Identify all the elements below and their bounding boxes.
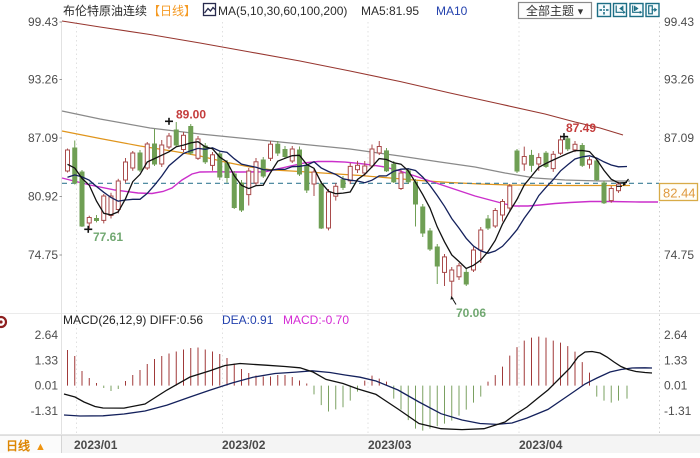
svg-text:99.43: 99.43 (28, 15, 58, 29)
svg-text:-1.31: -1.31 (664, 404, 692, 418)
svg-text:87.49: 87.49 (566, 121, 596, 135)
svg-text:1.33: 1.33 (664, 354, 688, 368)
svg-text:▲: ▲ (35, 441, 46, 453)
svg-text:MACD:-0.70: MACD:-0.70 (283, 313, 349, 327)
svg-text:MA(5,10,30,60,100,200): MA(5,10,30,60,100,200) (218, 4, 347, 18)
svg-text:93.26: 93.26 (664, 73, 694, 87)
svg-text:▼: ▼ (576, 7, 585, 17)
svg-text:93.26: 93.26 (28, 73, 58, 87)
svg-text:74.75: 74.75 (664, 248, 694, 262)
svg-text:布伦特原油连续: 布伦特原油连续 (63, 3, 147, 18)
svg-text:-1.31: -1.31 (31, 404, 59, 418)
svg-text:2023/01: 2023/01 (74, 438, 118, 452)
svg-text:89.00: 89.00 (176, 108, 206, 122)
svg-text:74.75: 74.75 (28, 248, 58, 262)
svg-text:80.92: 80.92 (28, 190, 58, 204)
svg-text:MA10: MA10 (436, 4, 468, 18)
svg-text:日线: 日线 (6, 438, 30, 453)
svg-text:0.01: 0.01 (35, 379, 59, 393)
svg-text:99.43: 99.43 (664, 15, 694, 29)
svg-text:87.09: 87.09 (664, 131, 694, 145)
svg-text:2023/03: 2023/03 (368, 438, 412, 452)
svg-text:MACD(26,12,9) DIFF:0.56: MACD(26,12,9) DIFF:0.56 (63, 313, 203, 327)
svg-text:MA5:81.95: MA5:81.95 (361, 4, 419, 18)
svg-text:2.64: 2.64 (664, 328, 688, 342)
svg-text:0.01: 0.01 (664, 379, 688, 393)
svg-text:82.44: 82.44 (663, 186, 696, 201)
svg-text:77.61: 77.61 (93, 230, 123, 244)
svg-text:DEA:0.91: DEA:0.91 (222, 313, 274, 327)
svg-text:2.64: 2.64 (35, 328, 59, 342)
svg-text:2023/04: 2023/04 (519, 438, 563, 452)
svg-text:全部主题: 全部主题 (526, 3, 574, 18)
svg-text:2023/02: 2023/02 (222, 438, 266, 452)
svg-text:【日线】: 【日线】 (148, 4, 196, 18)
svg-text:1.33: 1.33 (35, 354, 59, 368)
svg-text:70.06: 70.06 (456, 306, 486, 320)
svg-text:87.09: 87.09 (28, 131, 58, 145)
